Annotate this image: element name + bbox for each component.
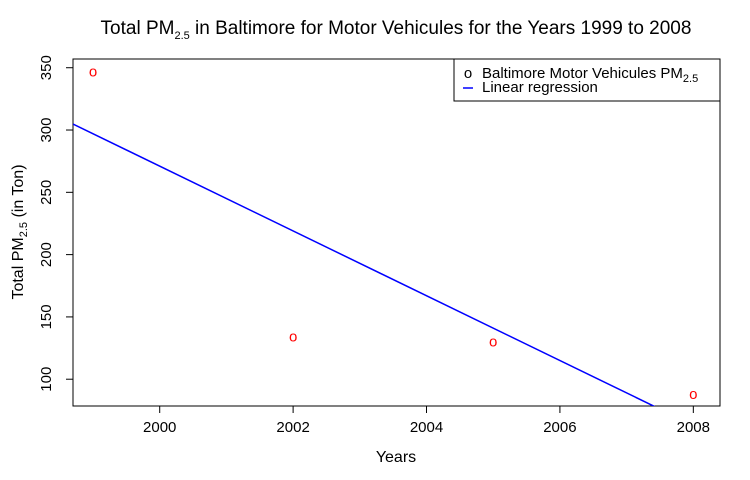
x-axis: 2000 2002 2004 2006 2008: [143, 406, 710, 436]
regression-line: [73, 123, 656, 406]
x-tick-label: 2002: [276, 419, 309, 436]
plot-area: o o o o: [73, 64, 698, 406]
legend-label-line: Linear regression: [482, 79, 598, 96]
series-points: o o o o: [89, 64, 698, 403]
x-tick-label: 2006: [543, 419, 576, 436]
legend-label-points: Baltimore Motor Vehicules PM2.5: [482, 65, 698, 85]
plot-frame: [72, 58, 721, 407]
y-axis-label: Total PM2.5 (in Ton): [10, 164, 30, 299]
data-point: o: [689, 386, 697, 403]
series-lines: [73, 123, 656, 406]
legend: o Baltimore Motor Vehicules PM2.5 Linear…: [453, 58, 721, 102]
y-tick-label: 100: [38, 367, 55, 392]
y-tick-label: 300: [38, 118, 55, 143]
data-point: o: [289, 328, 297, 345]
y-axis: 100 150 200 250 300 350: [38, 55, 73, 392]
chart-title-subscript: 2.5: [174, 30, 189, 42]
data-point: o: [89, 64, 97, 81]
x-tick-label: 2008: [677, 419, 710, 436]
y-axis-label-suffix: (in Ton): [10, 164, 27, 222]
y-tick-label: 150: [38, 304, 55, 329]
chart-title: Total PM2.5 in Baltimore for Motor Vehic…: [101, 18, 692, 42]
y-tick-label: 250: [38, 180, 55, 205]
x-tick-label: 2004: [410, 419, 443, 436]
y-axis-label-prefix: Total PM: [10, 237, 27, 299]
legend-label-points-text: Baltimore Motor Vehicules PM: [482, 65, 683, 82]
data-point: o: [489, 333, 497, 350]
y-axis-label-subscript: 2.5: [18, 222, 30, 237]
legend-marker-points: o: [464, 65, 472, 82]
x-axis-label: Years: [376, 449, 416, 466]
x-tick-label: 2000: [143, 419, 176, 436]
y-tick-label: 350: [38, 55, 55, 80]
chart-title-suffix: in Baltimore for Motor Vehicules for the…: [190, 18, 692, 39]
legend-box: [453, 58, 721, 102]
chart-title-prefix: Total PM: [101, 18, 175, 39]
legend-label-points-subscript: 2.5: [683, 73, 698, 85]
y-tick-label: 200: [38, 242, 55, 267]
